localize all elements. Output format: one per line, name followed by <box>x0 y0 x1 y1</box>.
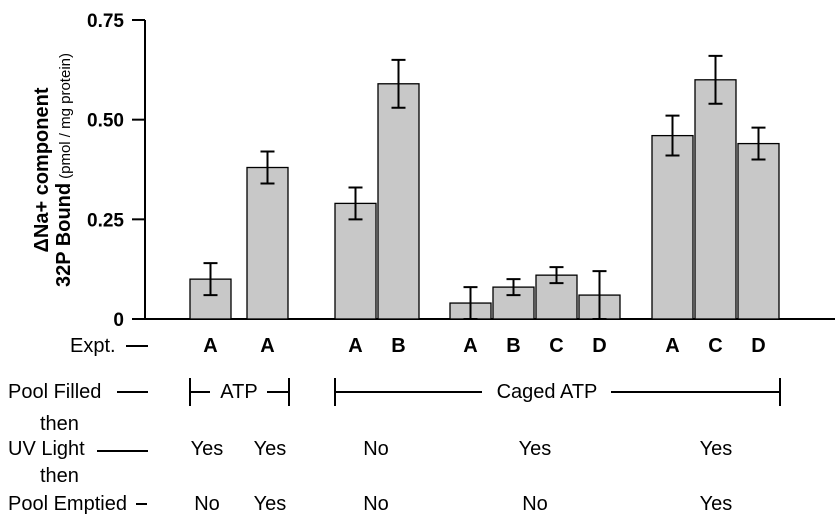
y-tick-label: 0.75 <box>87 11 124 32</box>
bar-1-a <box>246 166 289 320</box>
error-bar <box>506 278 521 297</box>
bar-4-c <box>694 79 737 320</box>
error-bar <box>549 266 564 285</box>
bar-2-a <box>334 202 377 320</box>
emptied-value-3: No <box>363 493 389 515</box>
uv-value-3: No <box>363 438 389 460</box>
bars <box>189 79 780 320</box>
error-bar <box>708 54 723 105</box>
pool-filled-label: Pool Filled <box>8 381 101 403</box>
uv-value-5: Yes <box>700 438 733 460</box>
expt-category-label: C <box>708 335 722 357</box>
uv-value-2: Yes <box>254 438 287 460</box>
error-bar <box>348 186 363 221</box>
error-bar <box>463 286 478 320</box>
y-axis-title-line1: ΔNa+ component <box>31 87 53 252</box>
bar-4-a <box>651 134 694 320</box>
then-label-2: then <box>40 465 79 487</box>
uv-value-4: Yes <box>519 438 552 460</box>
error-bar <box>391 58 406 109</box>
error-bar <box>665 114 680 157</box>
caged-atp-label: Caged ATP <box>497 381 598 403</box>
bar-2-b <box>377 83 420 320</box>
uv-value-1: Yes <box>191 438 224 460</box>
expt-category-label: A <box>348 335 362 357</box>
caged-atp-bracket: Caged ATP <box>334 378 781 406</box>
expt-label: Expt. <box>70 335 116 357</box>
pool-emptied-label: Pool Emptied <box>8 493 127 515</box>
emptied-value-4: No <box>522 493 548 515</box>
y-axis-subtitle: 32P Bound (pmol / mg protein) <box>53 53 75 287</box>
expt-category-label: D <box>751 335 765 357</box>
error-bar <box>260 150 275 185</box>
y-axis-title: ΔNa+ component <box>31 87 53 252</box>
expt-category-label: C <box>549 335 563 357</box>
uv-light-label: UV Light <box>8 438 85 460</box>
emptied-value-1: No <box>194 493 220 515</box>
y-axis-title-line2: 32P Bound (pmol / mg protein) <box>53 53 75 287</box>
bar-4-d <box>737 142 780 320</box>
error-bar <box>592 270 607 320</box>
expt-category-label: B <box>391 335 405 357</box>
expt-category-label: A <box>260 335 274 357</box>
atp-label: ATP <box>220 381 257 403</box>
error-bar <box>203 262 218 297</box>
then-label-1: then <box>40 413 79 435</box>
y-tick-label: 0 <box>113 310 124 331</box>
y-ticks: 0 0.25 0.50 0.75 <box>87 11 145 331</box>
emptied-value-2: Yes <box>254 493 287 515</box>
y-tick-label: 0.50 <box>87 111 124 132</box>
y-axis-title-line2-bold: 32P Bound <box>53 183 75 287</box>
y-axis-title-line2-unit: (pmol / mg protein) <box>57 53 74 179</box>
expt-category-label: A <box>665 335 679 357</box>
expt-category-label: A <box>463 335 477 357</box>
emptied-value-5: Yes <box>700 493 733 515</box>
expt-category-label: B <box>506 335 520 357</box>
error-bar <box>751 126 766 161</box>
expt-category-label: A <box>203 335 217 357</box>
atp-bracket: ATP <box>189 378 290 406</box>
error-bars <box>203 54 766 320</box>
expt-category-label: D <box>592 335 606 357</box>
y-tick-label: 0.25 <box>87 210 124 231</box>
